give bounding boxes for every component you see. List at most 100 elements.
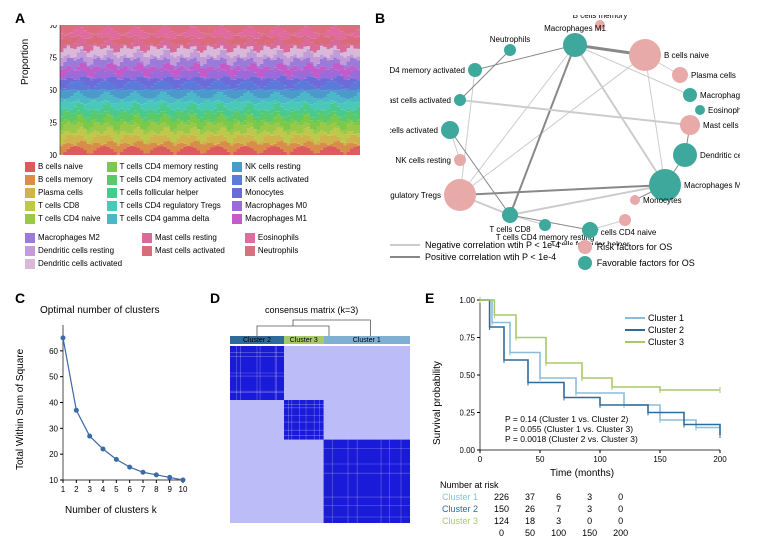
panel-b-legend: Negative correlation wtih P < 1e-4 Posit… — [390, 240, 695, 272]
svg-text:Cluster 1: Cluster 1 — [648, 313, 684, 323]
svg-text:100: 100 — [593, 455, 607, 464]
legend-item: T cells CD4 naive — [25, 212, 101, 225]
svg-text:NK cells activated: NK cells activated — [390, 126, 438, 135]
risk-cell: 0 — [613, 504, 642, 514]
svg-text:Eosinophils: Eosinophils — [708, 106, 740, 115]
panel-e-label: E — [425, 290, 434, 306]
stacked-bar-chart: 0.00 0.25 0.50 0.75 1.00 — [50, 25, 360, 160]
svg-text:B cells naive: B cells naive — [664, 51, 709, 60]
legend-item: T cells CD4 memory resting — [107, 160, 227, 173]
panel-e: E Survival probability 0.000.250.500.751… — [430, 290, 740, 540]
risk-cell: 37 — [525, 492, 549, 502]
svg-text:Macrophages M0: Macrophages M0 — [684, 181, 740, 190]
svg-text:0: 0 — [478, 455, 483, 464]
legend-item: T cells CD8 — [25, 199, 101, 212]
scree-plot: 10203040506012345678910 — [45, 320, 205, 505]
legend-item: Dendritic cells resting — [25, 244, 122, 257]
legend-fav: Favorable factors for OS — [597, 258, 695, 268]
risk-cell: 0 — [613, 516, 642, 526]
risk-row-label: Cluster 3 — [442, 516, 492, 526]
figure: A Proportion 0.00 0.25 0.50 0.75 1.00 B cell… — [10, 10, 747, 539]
svg-text:B cells memory: B cells memory — [573, 15, 628, 20]
svg-text:1.00: 1.00 — [460, 296, 476, 305]
legend-item: T cells CD4 memory activated — [107, 173, 227, 186]
risk-table: Number at risk Cluster 122637630Cluster … — [440, 480, 644, 540]
svg-text:9: 9 — [167, 485, 172, 494]
panel-d-label: D — [210, 290, 220, 306]
legend-item: T cells CD4 regulatory Tregs — [107, 199, 227, 212]
legend-item: NK cells resting — [232, 160, 309, 173]
panel-e-ylabel: Survival probability — [432, 361, 443, 445]
svg-text:0.75: 0.75 — [50, 54, 58, 63]
risk-cell: 3 — [551, 516, 580, 526]
risk-cell: 3 — [582, 492, 611, 502]
risk-cell: 0 — [613, 492, 642, 502]
svg-text:40: 40 — [49, 399, 58, 408]
panel-c-xlabel: Number of clusters k — [65, 505, 157, 516]
svg-text:Mast cells activated: Mast cells activated — [390, 96, 451, 105]
legend-item: Macrophages M2 — [25, 231, 122, 244]
svg-text:2: 2 — [74, 485, 79, 494]
legend-risk: Risk factors for OS — [597, 242, 673, 252]
svg-text:Mast cells resting: Mast cells resting — [703, 121, 740, 130]
legend-item: Eosinophils — [245, 231, 299, 244]
svg-text:P = 0.0018 (Cluster 2 vs. Clus: P = 0.0018 (Cluster 2 vs. Cluster 3) — [505, 434, 638, 444]
svg-text:T cells regulatory Tregs: T cells regulatory Tregs — [390, 191, 441, 200]
svg-text:0.75: 0.75 — [460, 334, 476, 343]
legend-item: Mast cells activated — [142, 244, 225, 257]
legend-item: Neutrophils — [245, 244, 299, 257]
svg-text:0.25: 0.25 — [460, 409, 476, 418]
legend-pos: Positive correlation wtih P < 1e-4 — [425, 252, 556, 262]
svg-text:Cluster 1: Cluster 1 — [353, 337, 381, 344]
panel-d: D consensus matrix (k=3) Cluster 2Cluste… — [215, 290, 415, 530]
legend-item: T cells follicular helper — [107, 186, 227, 199]
svg-text:6: 6 — [127, 485, 132, 494]
svg-text:0.50: 0.50 — [50, 86, 58, 95]
svg-text:30: 30 — [49, 424, 58, 433]
svg-text:3: 3 — [87, 485, 92, 494]
svg-text:1.00: 1.00 — [50, 25, 58, 30]
panel-c-label: C — [15, 290, 25, 306]
risk-cell: 6 — [551, 492, 580, 502]
panel-a-ylabel: Proportion — [20, 39, 31, 85]
panel-c: C Optimal number of clusters Total Withi… — [20, 290, 200, 530]
risk-cell: 3 — [582, 504, 611, 514]
svg-text:Cluster 2: Cluster 2 — [648, 325, 684, 335]
svg-text:60: 60 — [49, 347, 58, 356]
panel-a-label: A — [15, 10, 25, 26]
legend-item: Monocytes — [232, 186, 309, 199]
consensus-matrix: Cluster 2Cluster 3Cluster 1 — [225, 318, 415, 523]
panel-c-ylabel: Total Within Sum of Square — [15, 349, 26, 470]
risk-table-title: Number at risk — [440, 480, 644, 490]
svg-text:Cluster 3: Cluster 3 — [290, 337, 318, 344]
svg-text:0.00: 0.00 — [50, 151, 58, 160]
legend-item: Mast cells resting — [142, 231, 225, 244]
svg-text:20: 20 — [49, 450, 58, 459]
svg-text:200: 200 — [713, 455, 727, 464]
svg-text:Cluster 3: Cluster 3 — [648, 337, 684, 347]
svg-text:P = 0.14 (Cluster 1 vs. Cluste: P = 0.14 (Cluster 1 vs. Cluster 2) — [505, 414, 629, 424]
panel-b-label: B — [375, 10, 385, 26]
risk-cell: 18 — [525, 516, 549, 526]
svg-text:150: 150 — [653, 455, 667, 464]
svg-text:Macrophages M1: Macrophages M1 — [544, 24, 606, 33]
svg-text:Monocytes: Monocytes — [643, 196, 682, 205]
panel-e-xlabel: Time (months) — [550, 468, 614, 479]
legend-item: Dendritic cells activated — [25, 257, 122, 270]
risk-cell: 150 — [494, 504, 523, 514]
risk-cell: 26 — [525, 504, 549, 514]
network-chart: B cells memory Macrophages M1 B cells naiv… — [390, 15, 740, 245]
svg-text:0.25: 0.25 — [50, 119, 58, 128]
risk-cell: 124 — [494, 516, 523, 526]
legend-item: Macrophages M0 — [232, 199, 309, 212]
risk-row-label: Cluster 2 — [442, 504, 492, 514]
svg-text:4: 4 — [101, 485, 106, 494]
legend-item: T cells CD4 gamma delta — [107, 212, 227, 225]
svg-text:50: 50 — [536, 455, 545, 464]
risk-cell: 0 — [582, 516, 611, 526]
km-plot: 0.000.250.500.751.00050100150200Cluster … — [460, 295, 740, 470]
svg-text:8: 8 — [154, 485, 159, 494]
svg-text:T cells CD4 memory activated: T cells CD4 memory activated — [390, 66, 465, 75]
svg-text:5: 5 — [114, 485, 119, 494]
legend-item: Macrophages M1 — [232, 212, 309, 225]
